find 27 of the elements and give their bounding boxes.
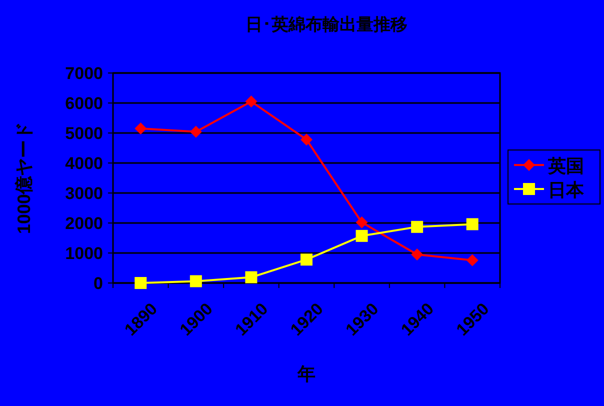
point bbox=[466, 254, 478, 266]
legend-label: 日本 bbox=[548, 180, 585, 200]
chart-title: 日･英綿布輸出量推移 bbox=[246, 15, 408, 34]
y-tick-label: 7000 bbox=[65, 64, 103, 83]
point bbox=[134, 122, 147, 134]
legend-label: 英国 bbox=[547, 156, 584, 176]
y-tick-label: 5000 bbox=[65, 124, 103, 143]
y-tick-label: 6000 bbox=[65, 94, 103, 113]
point bbox=[411, 248, 424, 260]
point bbox=[190, 126, 202, 138]
point bbox=[245, 271, 258, 284]
y-tick-label: 3000 bbox=[65, 184, 103, 203]
point bbox=[300, 134, 312, 146]
y-tick-label: 0 bbox=[94, 274, 103, 293]
x-axis-title: 年 bbox=[296, 364, 316, 384]
point bbox=[356, 230, 368, 242]
y-tick-label: 4000 bbox=[65, 154, 103, 173]
point bbox=[466, 218, 478, 230]
point bbox=[356, 216, 368, 228]
y-axis-title: 1000億ヤード bbox=[14, 122, 34, 234]
point bbox=[300, 254, 312, 266]
point bbox=[190, 275, 202, 288]
point bbox=[134, 277, 147, 289]
point bbox=[411, 220, 424, 233]
y-tick-label: 1000 bbox=[65, 244, 103, 263]
point bbox=[245, 96, 258, 108]
y-tick-label: 2000 bbox=[65, 214, 103, 233]
